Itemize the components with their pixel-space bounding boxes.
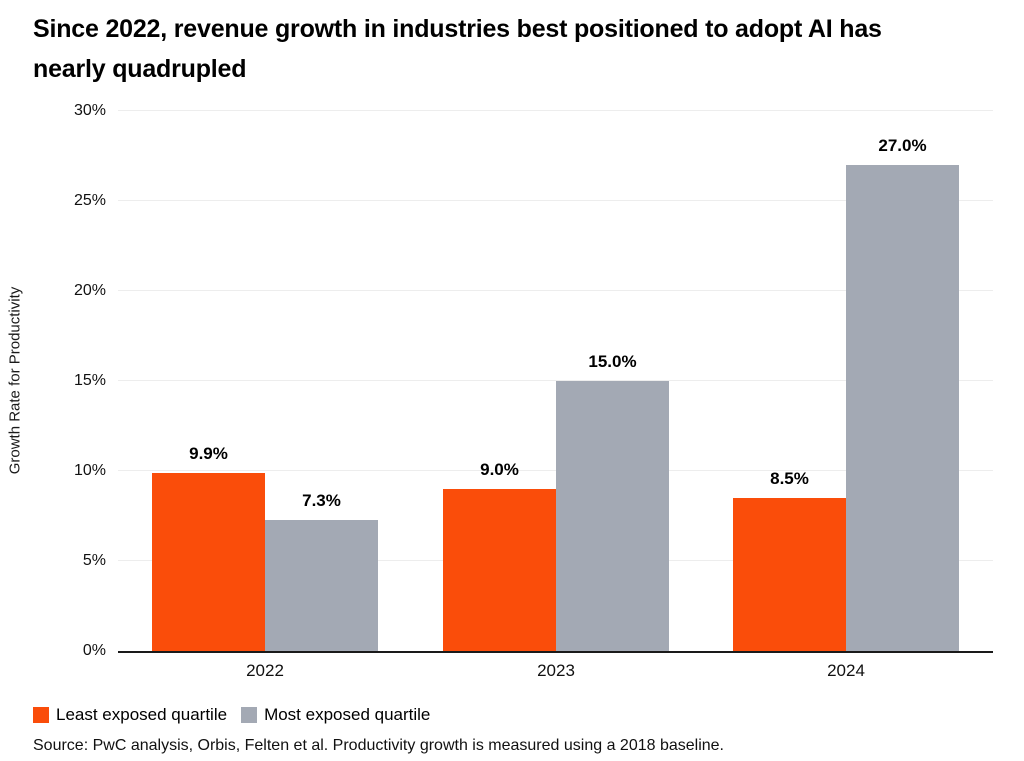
x-axis-line xyxy=(118,651,993,653)
bar-2022-series1 xyxy=(152,472,265,651)
bar-value-label: 9.9% xyxy=(189,443,228,463)
y-tick-label: 10% xyxy=(73,462,106,479)
x-axis-label-2022: 2022 xyxy=(246,661,284,680)
gridline xyxy=(118,380,993,381)
chart-title: Since 2022, revenue growth in industries… xyxy=(33,9,1008,89)
bar-2022-series2 xyxy=(265,519,378,651)
chart-title-line1: Since 2022, revenue growth in industries… xyxy=(33,15,882,43)
legend-label: Most exposed quartile xyxy=(264,705,431,724)
plot-area: 9.9% 7.3% 9.0% 15.0% 8.5% 27.0% xyxy=(118,110,993,653)
source-note: Source: PwC analysis, Orbis, Felten et a… xyxy=(33,737,724,754)
x-axis-labels: 2022 2023 2024 xyxy=(118,661,993,685)
y-tick-label: 0% xyxy=(82,642,106,659)
y-tick-label: 25% xyxy=(73,192,106,209)
legend-item: Most exposed quartile xyxy=(241,705,430,725)
chart-title-line2: nearly quadrupled xyxy=(33,55,247,83)
bar-value-label: 8.5% xyxy=(770,469,809,488)
gridline xyxy=(118,200,993,201)
bar-2024-series2 xyxy=(846,165,959,651)
legend-swatch-icon xyxy=(241,707,258,723)
y-tick-label: 5% xyxy=(82,552,106,569)
x-axis-label-2024: 2024 xyxy=(827,661,865,680)
gridline xyxy=(118,110,993,111)
bar-value-label: 15.0% xyxy=(588,352,637,371)
bar-2023-series2 xyxy=(556,381,669,651)
x-axis-label-2023: 2023 xyxy=(537,661,575,680)
bar-2024-series1 xyxy=(733,498,846,651)
chart-legend: Least exposed quartile Most exposed quart… xyxy=(33,705,430,725)
y-tick-label: 30% xyxy=(73,102,106,119)
y-axis-tick-labels: 0% 5% 10% 15% 20% 25% 30% xyxy=(0,102,106,659)
bar-2023-series1 xyxy=(443,489,556,651)
y-tick-label: 15% xyxy=(73,372,106,389)
y-tick-label: 20% xyxy=(73,282,106,299)
legend-item: Least exposed quartile xyxy=(33,705,227,725)
bar-value-label: 7.3% xyxy=(302,490,341,510)
bar-value-label: 27.0% xyxy=(878,136,927,155)
gridline xyxy=(118,470,993,471)
legend-label: Least exposed quartile xyxy=(56,705,228,724)
legend-swatch-icon xyxy=(33,707,49,723)
bar-value-label: 9.0% xyxy=(480,460,519,479)
gridline xyxy=(118,290,993,291)
